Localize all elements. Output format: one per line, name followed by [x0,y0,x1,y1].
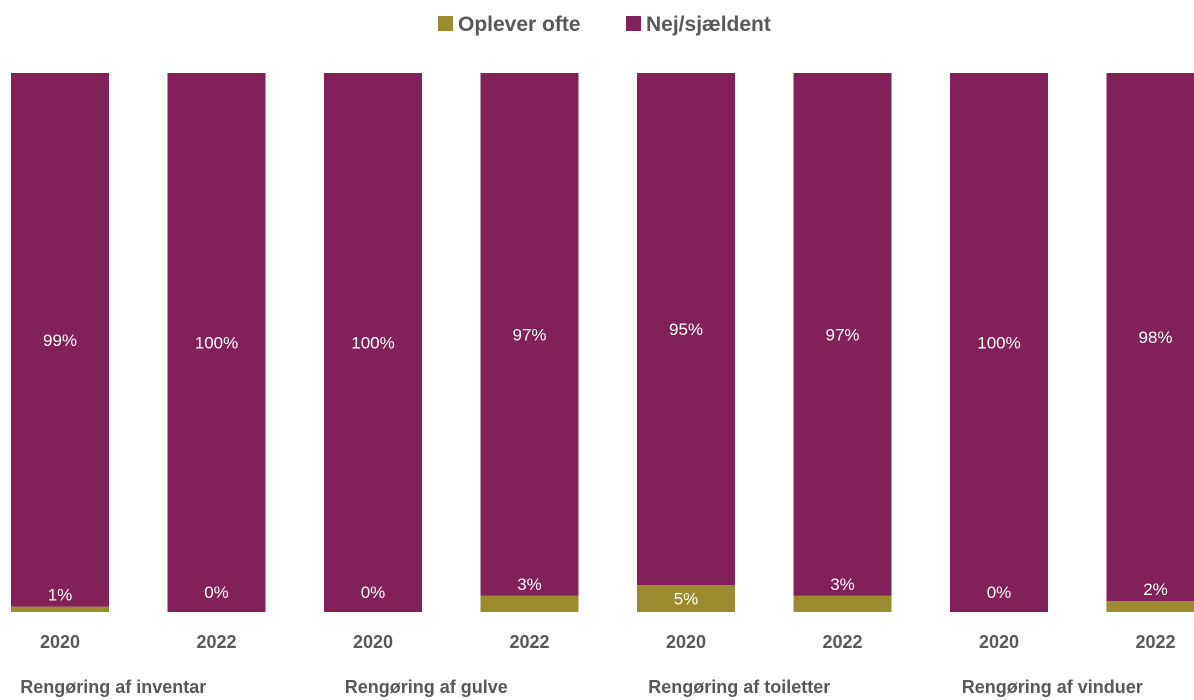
bar-nej-sjaeldent-3 [480,73,579,596]
bar-nej-sjaeldent-4 [637,73,735,586]
x-tick-label-2: 2020 [353,632,393,652]
value-label-oplever-ofte-1: 0% [204,583,229,602]
value-label-nej-sjaeldent-7: 98% [1138,328,1172,347]
x-tick-label-7: 2022 [1135,632,1175,652]
bar-nej-sjaeldent-0 [11,73,109,607]
value-label-oplever-ofte-2: 0% [361,583,386,602]
value-label-nej-sjaeldent-4: 95% [669,320,703,339]
group-label-1: Rengøring af gulve [345,677,508,697]
bar-oplever-ofte-5 [793,595,892,612]
legend-swatch-oplever-ofte [438,16,453,31]
value-label-oplever-ofte-3: 3% [517,575,542,594]
legend-label-oplever-ofte: Oplever ofte [458,13,581,36]
bar-oplever-ofte-3 [480,595,579,612]
value-label-nej-sjaeldent-2: 100% [351,334,394,353]
bar-nej-sjaeldent-6 [950,73,1048,612]
x-tick-label-1: 2022 [196,632,236,652]
bar-oplever-ofte-7 [1106,601,1194,612]
value-label-oplever-ofte-6: 0% [987,583,1012,602]
group-label-2: Rengøring af toiletter [648,677,830,697]
value-label-nej-sjaeldent-1: 100% [195,334,238,353]
value-label-oplever-ofte-4: 5% [674,590,699,609]
value-label-oplever-ofte-7: 2% [1143,580,1168,599]
value-label-nej-sjaeldent-3: 97% [512,325,546,344]
legend-swatch-nej-sjaeldent [626,16,641,31]
x-tick-label-3: 2022 [509,632,549,652]
bar-nej-sjaeldent-7 [1106,73,1194,602]
value-label-nej-sjaeldent-5: 97% [825,325,859,344]
group-label-3: Rengøring af vinduer [962,677,1143,697]
bar-nej-sjaeldent-1 [167,73,266,612]
x-tick-label-0: 2020 [40,632,80,652]
x-tick-label-5: 2022 [822,632,862,652]
bar-nej-sjaeldent-2 [324,73,422,612]
x-tick-label-4: 2020 [666,632,706,652]
value-label-oplever-ofte-0: 1% [48,586,73,605]
bar-oplever-ofte-0 [11,606,109,612]
value-label-oplever-ofte-5: 3% [830,575,855,594]
group-label-0: Rengøring af inventar [20,677,206,697]
value-label-nej-sjaeldent-6: 100% [977,334,1020,353]
value-label-nej-sjaeldent-0: 99% [43,331,77,350]
bar-nej-sjaeldent-5 [793,73,892,596]
legend-label-nej-sjaeldent: Nej/sjældent [646,13,771,36]
x-tick-label-6: 2020 [979,632,1019,652]
bar-oplever-ofte-4 [637,585,735,612]
